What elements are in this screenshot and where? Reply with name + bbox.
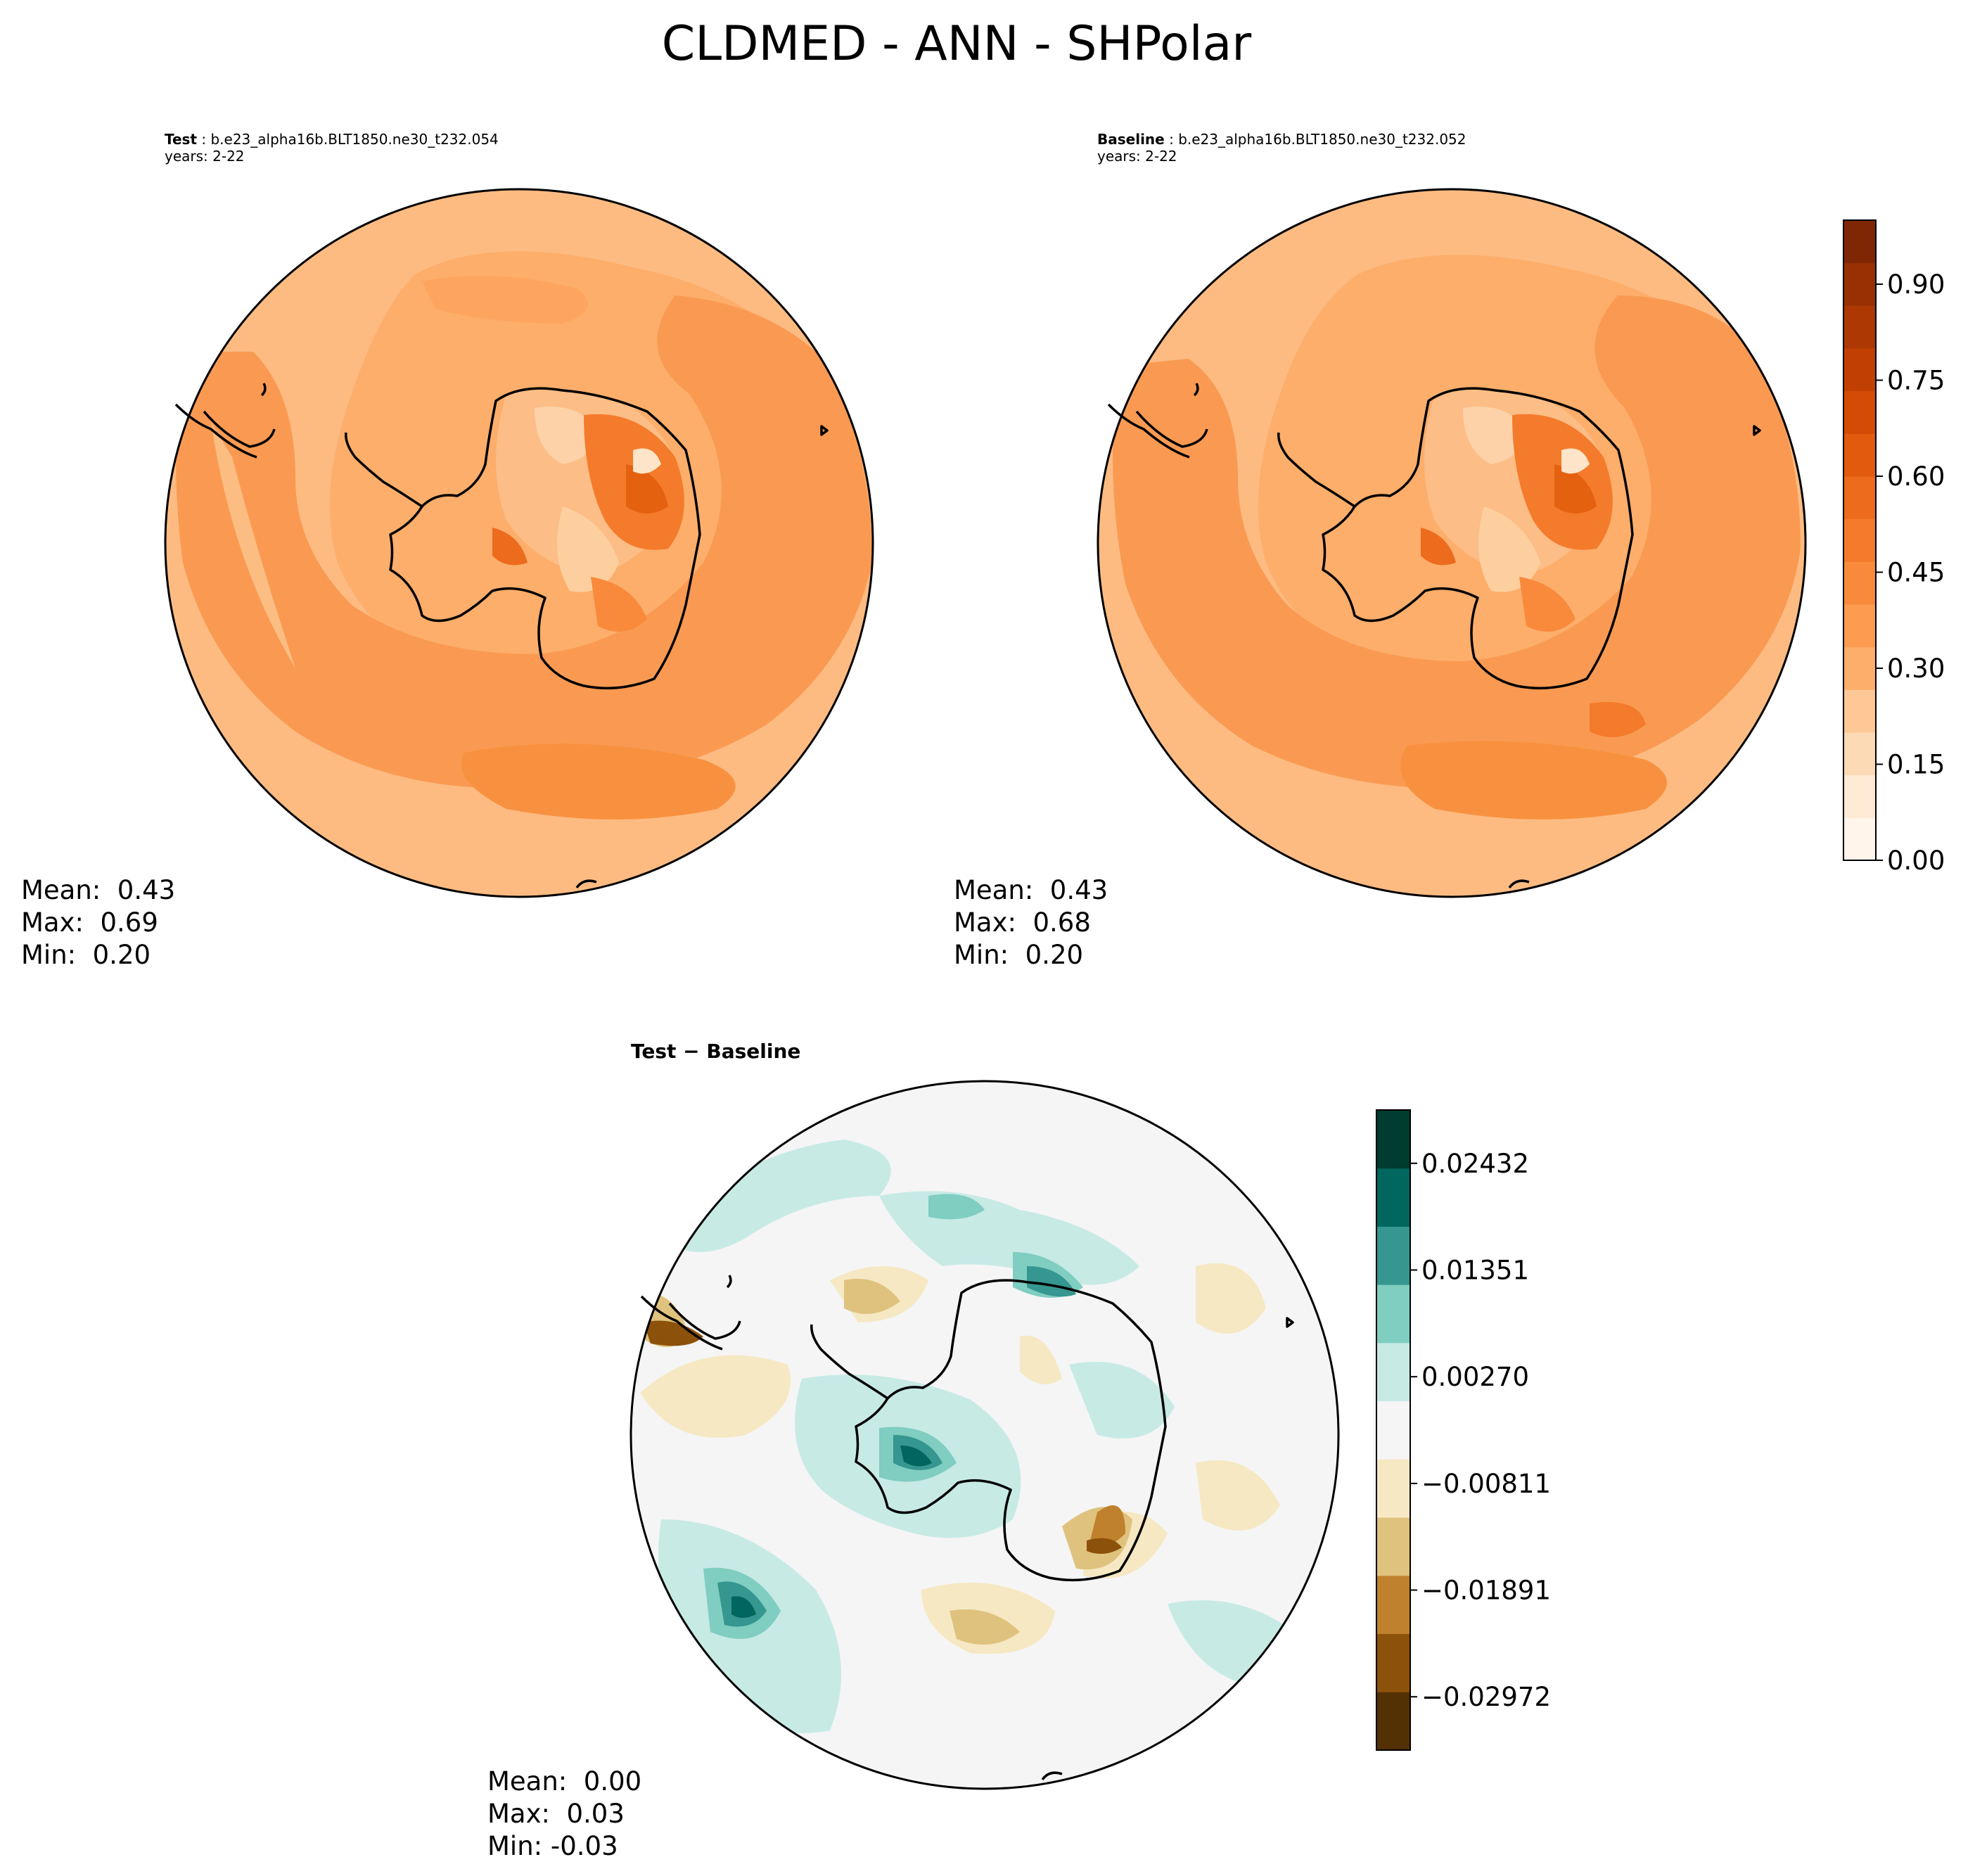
colorbar-segment	[1376, 1342, 1410, 1402]
colorbar-tick-label: 0.60	[1887, 461, 1945, 492]
colorbar-tick-label: 0.02432	[1421, 1149, 1529, 1179]
colorbar-tick-label: 0.75	[1887, 366, 1945, 396]
test-mean: Mean: 0.43	[21, 875, 176, 905]
baseline-map-boundary	[1097, 188, 1807, 898]
colorbar-segment	[1843, 518, 1876, 562]
baseline-min: Min: 0.20	[954, 940, 1084, 970]
diff-min: Min: -0.03	[487, 1831, 618, 1861]
colorbar-tick-label: 0.30	[1887, 653, 1945, 684]
colorbar-segment	[1376, 1168, 1410, 1227]
colorbar-segment	[1376, 1517, 1410, 1576]
colorbar-segment	[1376, 1400, 1410, 1460]
figure-title: CLDMED - ANN - SHPolar	[661, 16, 1252, 72]
oranges-colorbar-segments	[1843, 220, 1876, 861]
colorbar-tick-label: 0.15	[1887, 750, 1945, 780]
test-coastlines	[174, 383, 829, 889]
colorbar-segment	[1843, 732, 1876, 776]
colorbar-segment	[1376, 1459, 1410, 1518]
baseline-case-name: b.e23_alpha16b.BLT1850.ne30_t232.052	[1178, 131, 1466, 148]
test-map	[165, 189, 873, 897]
diff-max: Max: 0.03	[487, 1799, 625, 1829]
diff-map-boundary	[629, 1080, 1340, 1790]
test-years: years: 2-22	[165, 148, 245, 165]
baseline-max: Max: 0.68	[954, 907, 1091, 938]
colorbar-segment	[1843, 476, 1876, 520]
colorbar-tick-label: 0.45	[1887, 558, 1945, 588]
colorbar-segment	[1843, 305, 1876, 349]
brbg-colorbar: 0.02432 0.01351 0.00270 −0.00811 −0.01891 −0.…	[1376, 1109, 1551, 1751]
colorbar-tick-label: −0.00811	[1421, 1469, 1551, 1499]
baseline-mean: Mean: 0.43	[954, 875, 1108, 905]
test-case-name: b.e23_alpha16b.BLT1850.ne30_t232.054	[210, 131, 499, 148]
diff-stats: Mean: 0.00 Max: 0.03 Min: -0.03	[487, 1766, 641, 1863]
colorbar-tick-label: 0.00	[1887, 846, 1945, 876]
test-label: Test	[165, 131, 198, 148]
colorbar-segment	[1376, 1284, 1410, 1344]
diff-title: Test − Baseline	[631, 1040, 801, 1063]
colorbar-segment	[1843, 348, 1876, 392]
test-min: Min: 0.20	[21, 940, 151, 970]
baseline-header: Baseline : b.e23_alpha16b.BLT1850.ne30_t…	[1097, 131, 1466, 165]
colorbar-segment	[1376, 1110, 1410, 1169]
colorbar-segment	[1843, 390, 1876, 434]
colorbar-segment	[1843, 689, 1876, 733]
colorbar-segment	[1843, 561, 1876, 605]
colorbar-segment	[1843, 220, 1876, 264]
colorbar-segment	[1376, 1692, 1410, 1751]
baseline-stats: Mean: 0.43 Max: 0.68 Min: 0.20	[954, 874, 1108, 971]
oranges-colorbar-ticks: 0.00 0.15 0.30 0.45 0.60 0.75 0.90	[1876, 269, 1945, 876]
colorbar-segment	[1843, 646, 1876, 690]
colorbar-tick-label: −0.02972	[1421, 1682, 1551, 1712]
colorbar-segment	[1376, 1575, 1410, 1635]
diff-coastlines	[640, 1275, 1294, 1781]
test-max: Max: 0.69	[21, 907, 158, 938]
colorbar-tick-label: 0.01351	[1421, 1256, 1529, 1286]
brbg-colorbar-ticks: 0.02432 0.01351 0.00270 −0.00811 −0.01891 −0.…	[1410, 1149, 1551, 1712]
brbg-colorbar-segments	[1376, 1110, 1410, 1751]
baseline-map	[1098, 189, 1805, 897]
brbg-colorbar-frame	[1376, 1109, 1411, 1751]
colorbar-segment	[1843, 262, 1876, 306]
baseline-coastlines	[1107, 383, 1761, 889]
oranges-colorbar: 0.00 0.15 0.30 0.45 0.60 0.75 0.90	[1843, 219, 1945, 876]
test-header: Test : b.e23_alpha16b.BLT1850.ne30_t232.…	[165, 131, 499, 165]
diff-map	[631, 1081, 1338, 1789]
baseline-years: years: 2-22	[1097, 148, 1177, 165]
oranges-colorbar-frame	[1843, 219, 1877, 861]
colorbar-tick-label: −0.01891	[1421, 1576, 1551, 1606]
diff-mean: Mean: 0.00	[487, 1766, 642, 1797]
colorbar-segment	[1843, 817, 1876, 861]
colorbar-segment	[1376, 1226, 1410, 1285]
colorbar-segment	[1376, 1633, 1410, 1692]
test-stats: Mean: 0.43 Max: 0.69 Min: 0.20	[21, 874, 175, 971]
colorbar-segment	[1843, 433, 1876, 477]
colorbar-tick-label: 0.90	[1887, 269, 1945, 300]
baseline-label: Baseline	[1097, 131, 1165, 148]
colorbar-segment	[1843, 774, 1876, 818]
colorbar-tick-label: 0.00270	[1421, 1362, 1529, 1392]
test-map-boundary	[164, 188, 874, 898]
colorbar-segment	[1843, 604, 1876, 648]
